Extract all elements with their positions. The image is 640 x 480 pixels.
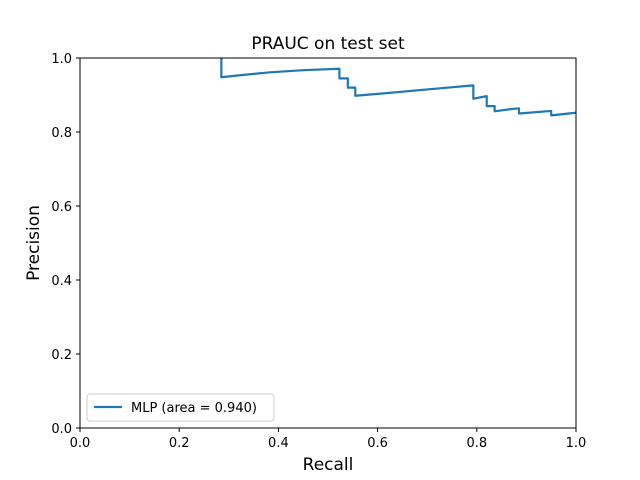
- y-tick-label: 0.4: [51, 274, 72, 289]
- legend: MLP (area = 0.940): [86, 393, 275, 422]
- x-tick-label: 0.4: [268, 436, 289, 451]
- legend-box: [86, 393, 275, 422]
- plot-frame: [79, 57, 577, 429]
- axis-ticks: 0.0 0.2 0.4 0.6 0.8 1.0 0.0 0.2 0.4 0.6 0.8 1.0: [51, 52, 586, 451]
- y-axis-label: Precision: [24, 205, 44, 281]
- series-lines: [220, 58, 576, 117]
- x-tick-label: 1.0: [566, 436, 587, 451]
- legend-label: MLP (area = 0.940): [131, 401, 257, 416]
- y-tick-label: 0.2: [51, 348, 72, 363]
- x-tick-label: 0.2: [169, 436, 190, 451]
- x-axis-label: Recall: [303, 455, 354, 475]
- y-tick-label: 0.6: [51, 200, 72, 215]
- series-line-0: [220, 58, 576, 117]
- y-tick-label: 1.0: [51, 52, 72, 67]
- x-tick-label: 0.6: [367, 436, 388, 451]
- y-tick-label: 0.8: [51, 126, 72, 141]
- x-tick-label: 0.0: [70, 436, 91, 451]
- y-tick-label: 0.0: [51, 422, 72, 437]
- chart-title: PRAUC on test set: [251, 34, 405, 54]
- x-tick-label: 0.8: [466, 436, 487, 451]
